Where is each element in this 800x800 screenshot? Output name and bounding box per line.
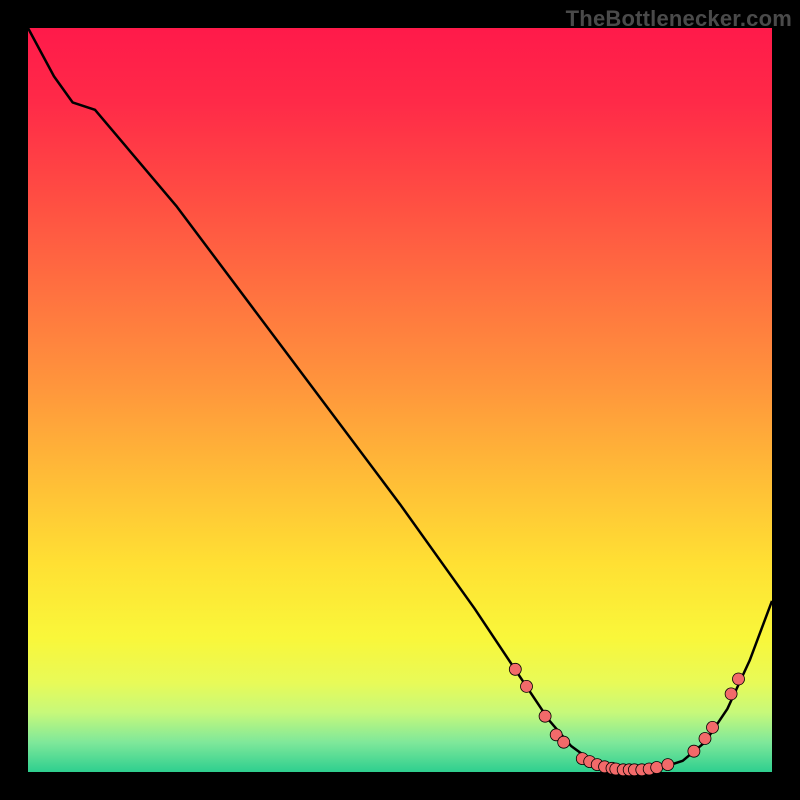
data-point-marker	[707, 721, 719, 733]
watermark-text: TheBottlenecker.com	[566, 6, 792, 32]
data-point-marker	[651, 762, 663, 774]
data-point-marker	[688, 745, 700, 757]
data-point-marker	[521, 680, 533, 692]
chart-svg	[0, 0, 800, 800]
data-point-marker	[539, 710, 551, 722]
data-point-marker	[733, 673, 745, 685]
data-point-marker	[509, 663, 521, 675]
bottleneck-curve	[28, 28, 772, 771]
data-point-marker	[699, 733, 711, 745]
data-point-marker	[725, 688, 737, 700]
data-point-marker	[558, 736, 570, 748]
data-point-marker	[662, 759, 674, 771]
